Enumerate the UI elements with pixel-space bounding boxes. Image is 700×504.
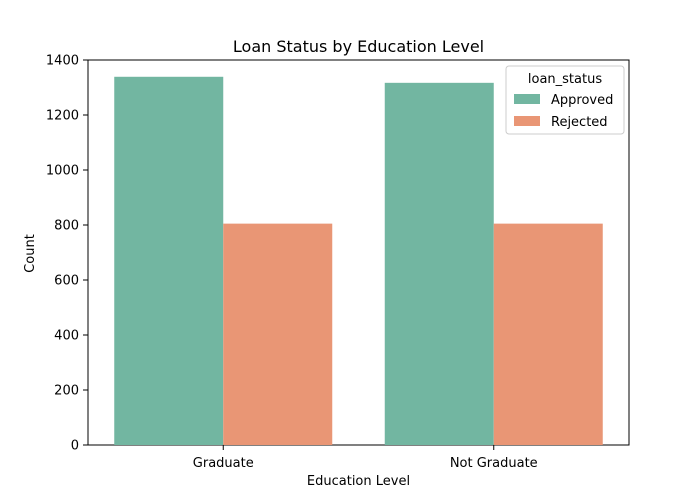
bar-approved-not-graduate [384,82,494,445]
legend-label-rejected: Rejected [551,115,608,130]
x-tick-label-0: Graduate [193,456,254,471]
y-tick-label-2: 400 [54,329,79,344]
plot-frame [87,59,630,446]
y-axis-label: Count [23,234,38,273]
chart-title: Loan Status by Education Level [233,37,484,56]
bar-rejected-graduate [223,223,333,445]
y-tick-label-0: 0 [71,439,79,454]
y-tick-label-1: 200 [54,384,79,399]
y-axis: 0 200 400 600 800 1000 1200 1400 [46,54,88,454]
y-tick-label-3: 600 [54,274,79,289]
x-axis-label: Education Level [307,474,410,489]
legend-swatch-rejected [514,116,540,126]
y-tick-label-7: 1400 [46,54,79,69]
x-axis: Graduate Not Graduate [193,445,538,471]
bar-rejected-not-graduate [493,223,603,445]
legend-title: loan_status [528,72,602,87]
y-tick-label-6: 1200 [46,109,79,124]
legend-swatch-approved [514,94,540,104]
plot-area [87,59,630,446]
y-tick-label-5: 1000 [46,164,79,179]
legend-label-approved: Approved [551,93,613,108]
bar-approved-graduate [114,76,224,445]
x-tick-label-1: Not Graduate [450,456,538,471]
y-tick-label-4: 800 [54,219,79,234]
legend: loan_status Approved Rejected [505,65,625,135]
